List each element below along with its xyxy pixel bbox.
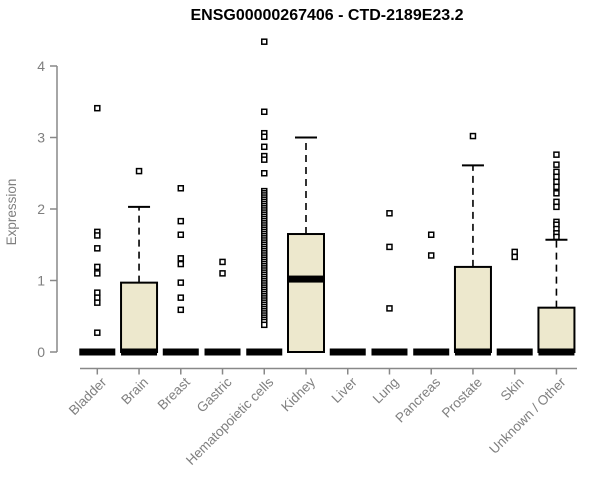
box (287, 233, 325, 353)
box-group (287, 136, 325, 353)
outlier-point (553, 198, 560, 206)
median-line (538, 348, 575, 356)
outlier-point (553, 161, 560, 168)
outlier-point (177, 306, 185, 314)
x-tick-label: Gastric (194, 374, 235, 415)
outlier-point (469, 132, 477, 140)
outlier-point (553, 183, 560, 191)
outlier-point (177, 260, 185, 268)
outlier-point (553, 190, 560, 197)
outlier-point (261, 38, 268, 45)
outlier-point (177, 255, 185, 262)
outlier-point (386, 210, 393, 217)
outlier-point (94, 245, 101, 252)
box-group (453, 132, 492, 356)
x-tick-label: Bladder (66, 374, 110, 418)
outlier-point (261, 156, 268, 163)
outlier-point (511, 248, 518, 256)
x-tick-label: Unknown / Other (486, 374, 569, 457)
outlier-point (94, 270, 101, 277)
outlier-point (511, 253, 518, 261)
outlier-point (261, 170, 268, 177)
outlier-point (261, 143, 268, 151)
collapsed-box (204, 348, 241, 356)
x-tick-label: Kidney (278, 374, 318, 414)
y-tick-label: 2 (37, 201, 45, 217)
box-group (162, 185, 199, 356)
x-tick-label: Prostate (439, 375, 485, 421)
outlier-point (177, 231, 185, 238)
outlier-point (177, 279, 185, 286)
collapsed-box (246, 348, 283, 356)
box-group (329, 348, 366, 356)
outlier-point (94, 299, 101, 306)
collapsed-box (371, 348, 408, 356)
box-group (537, 151, 576, 356)
box (453, 265, 492, 354)
chart-title: ENSG00000267406 - CTD-2189E23.2 (190, 7, 464, 24)
box-group (120, 167, 159, 356)
outlier-point (219, 270, 226, 277)
box-group (413, 231, 450, 356)
outlier-point (427, 252, 435, 259)
outlier-point (135, 167, 143, 175)
outlier-point (427, 231, 435, 238)
x-tick-label: Lung (370, 375, 402, 407)
collapsed-box (413, 348, 450, 356)
y-tick-label: 3 (37, 130, 45, 146)
box-group (496, 248, 533, 356)
outlier-point (553, 233, 560, 241)
x-tick-label: Brain (118, 375, 151, 408)
box-marks (79, 38, 576, 356)
outlier-point (261, 133, 268, 141)
outlier-point (386, 305, 393, 312)
x-tick-label: Liver (329, 374, 361, 406)
box (120, 281, 159, 353)
outlier-point (177, 185, 185, 192)
outlier-point (94, 329, 101, 336)
outlier-point (94, 104, 101, 112)
y-tick-label: 0 (37, 344, 45, 360)
outlier-point (94, 232, 101, 239)
outlier-point (553, 173, 560, 181)
outlier-point (553, 168, 560, 176)
outlier-point (94, 289, 101, 296)
x-tick-label: Breast (155, 374, 193, 412)
outlier-point (177, 217, 185, 225)
y-tick-label: 4 (37, 58, 45, 74)
box-group (246, 38, 283, 356)
box-group (79, 104, 116, 356)
collapsed-box (79, 348, 116, 356)
median-line (288, 275, 324, 283)
x-tick-label: Pancreas (392, 374, 443, 425)
outlier-point (94, 263, 101, 271)
x-tick-label: Skin (498, 375, 527, 404)
outlier-point (94, 294, 101, 301)
y-tick-label: 1 (37, 273, 45, 289)
collapsed-box (329, 348, 366, 356)
outlier-point (261, 108, 268, 116)
outlier-point (177, 294, 185, 301)
outlier-point (219, 258, 226, 266)
outlier-point (386, 243, 393, 251)
outlier-point (553, 203, 560, 211)
outlier-point (553, 178, 560, 186)
box-group (371, 210, 408, 356)
collapsed-box (162, 348, 199, 356)
collapsed-box (496, 348, 533, 356)
outlier-point (261, 321, 268, 329)
median-line (454, 348, 491, 356)
outlier-point (553, 151, 560, 158)
box-group (204, 258, 241, 356)
median-line (121, 348, 158, 356)
box (537, 306, 576, 354)
y-axis-label: Expression (4, 179, 19, 246)
